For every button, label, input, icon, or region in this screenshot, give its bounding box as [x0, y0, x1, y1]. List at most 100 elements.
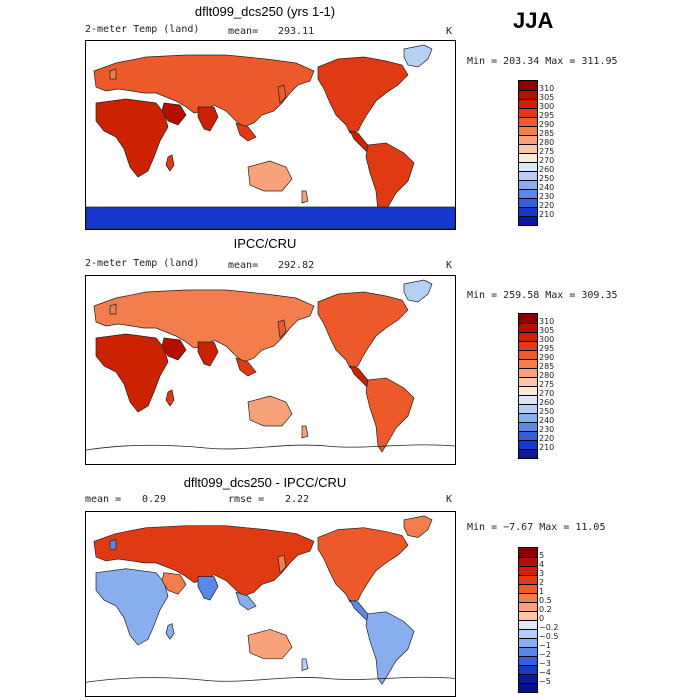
landmass-australia: [247, 629, 293, 660]
colorbar-swatch: [519, 153, 537, 162]
colorbar-tick-label: 230: [539, 425, 555, 434]
landmass-greenland: [403, 279, 433, 303]
landmass-namerica: [317, 527, 409, 603]
panel-1-title: dflt099_dcs250 (yrs 1-1): [194, 4, 336, 19]
colorbar-swatch: [519, 629, 537, 638]
landmass-seasia: [235, 591, 257, 611]
colorbar-swatch: [519, 431, 537, 440]
colorbar-tick-label: −2: [539, 650, 551, 659]
colorbar-swatch: [519, 665, 537, 674]
colorbar-tick-label: 220: [539, 201, 555, 210]
colorbar-swatch: [519, 404, 537, 413]
landmass-japan: [277, 84, 287, 104]
colorbar-swatch: [519, 189, 537, 198]
colorbar-swatch: [519, 656, 537, 665]
colorbar-swatch: [519, 395, 537, 404]
colorbar-tick-label: 305: [539, 326, 555, 335]
colorbar-tick-label: 0: [539, 614, 545, 623]
landmass-nz: [301, 658, 309, 672]
panel-3-mean-value: 0.29: [142, 494, 167, 505]
landmass-madagascar: [165, 623, 175, 640]
colorbar-swatch: [519, 611, 537, 620]
colorbar-swatch: [519, 341, 537, 350]
colorbar-tick-label: 295: [539, 344, 555, 353]
colorbar-tick-label: 240: [539, 183, 555, 192]
panel-1-mean-value: 293.11: [278, 26, 315, 37]
panel-1-minmax: Min = 203.34 Max = 311.95: [467, 56, 618, 67]
colorbar-tick-label: 250: [539, 174, 555, 183]
colorbar-tick-label: 0.2: [539, 605, 552, 614]
colorbar-swatch: [519, 584, 537, 593]
colorbar-tick-label: 295: [539, 111, 555, 120]
panel-1-map: [85, 40, 456, 230]
landmass-namerica: [317, 291, 409, 369]
colorbar-tick-label: 275: [539, 380, 555, 389]
colorbar-tick-label: 280: [539, 138, 555, 147]
landmass-africa: [95, 568, 169, 646]
landmass-greenland: [403, 44, 433, 68]
colorbar-swatch: [519, 602, 537, 611]
colorbar-swatch: [519, 359, 537, 368]
colorbar-tick-label: 0.5: [539, 596, 552, 605]
landmass-japan: [277, 319, 287, 339]
colorbar-swatch: [519, 216, 537, 225]
colorbar-swatch: [519, 377, 537, 386]
landmass-madagascar: [165, 154, 175, 172]
landmass-australia: [247, 160, 293, 192]
panel-1-units: K: [446, 26, 453, 37]
panel-3-minmax: Min = −7.67 Max = 11.05: [467, 522, 606, 533]
colorbar-swatch: [519, 323, 537, 332]
landmass-greenland: [403, 515, 433, 538]
colorbar-swatch: [519, 126, 537, 135]
panel-2-variable-label: 2-meter Temp (land): [85, 258, 200, 269]
landmass-arabia: [161, 102, 187, 126]
landmass-africa: [95, 98, 169, 178]
panel-2-colorbar: [518, 313, 538, 459]
colorbar-tick-label: 240: [539, 416, 555, 425]
landmass-seasia: [235, 122, 257, 142]
colorbar-swatch: [519, 638, 537, 647]
landmass-australia: [247, 395, 293, 427]
landmass-india: [197, 106, 219, 132]
colorbar-tick-label: 300: [539, 102, 555, 111]
colorbar-tick-label: 4: [539, 560, 545, 569]
colorbar-swatch: [519, 620, 537, 629]
panel-3-units: K: [446, 494, 453, 505]
colorbar-tick-label: 275: [539, 147, 555, 156]
colorbar-tick-label: −0.2: [539, 623, 559, 632]
landmass-samerica: [365, 611, 415, 685]
landmass-namerica: [317, 56, 409, 134]
panel-3-rmse-label: rmse =: [228, 494, 265, 505]
colorbar-tick-label: 285: [539, 362, 555, 371]
colorbar-tick-label: 5: [539, 551, 545, 560]
colorbar-tick-label: 260: [539, 165, 555, 174]
colorbar-swatch: [519, 162, 537, 171]
colorbar-swatch: [519, 207, 537, 216]
landmass-samerica: [365, 142, 415, 218]
colorbar-swatch: [519, 99, 537, 108]
landmass-africa: [95, 333, 169, 413]
landmass-uk: [109, 538, 117, 550]
colorbar-tick-label: −0.5: [539, 632, 559, 641]
colorbar-tick-label: 210: [539, 443, 555, 452]
colorbar-swatch: [519, 683, 537, 692]
panel-3-rmse-value: 2.22: [285, 494, 310, 505]
colorbar-tick-label: 3: [539, 569, 545, 578]
colorbar-swatch: [519, 108, 537, 117]
panel-2-map: [85, 275, 456, 465]
colorbar-swatch: [519, 557, 537, 566]
colorbar-tick-label: 285: [539, 129, 555, 138]
landmass-uk: [109, 303, 117, 315]
panel-1-colorbar: [518, 80, 538, 226]
colorbar-swatch: [519, 135, 537, 144]
colorbar-tick-label: 290: [539, 353, 555, 362]
colorbar-swatch: [519, 368, 537, 377]
colorbar-tick-label: 310: [539, 84, 555, 93]
panel-2-mean-label: mean=: [228, 260, 259, 271]
landmass-japan: [277, 554, 287, 574]
landmass-samerica: [365, 377, 415, 453]
landmass-antarctica: [86, 206, 455, 229]
landmass-india: [197, 576, 219, 601]
colorbar-tick-label: 1: [539, 587, 545, 596]
colorbar-tick-label: −5: [539, 677, 551, 686]
